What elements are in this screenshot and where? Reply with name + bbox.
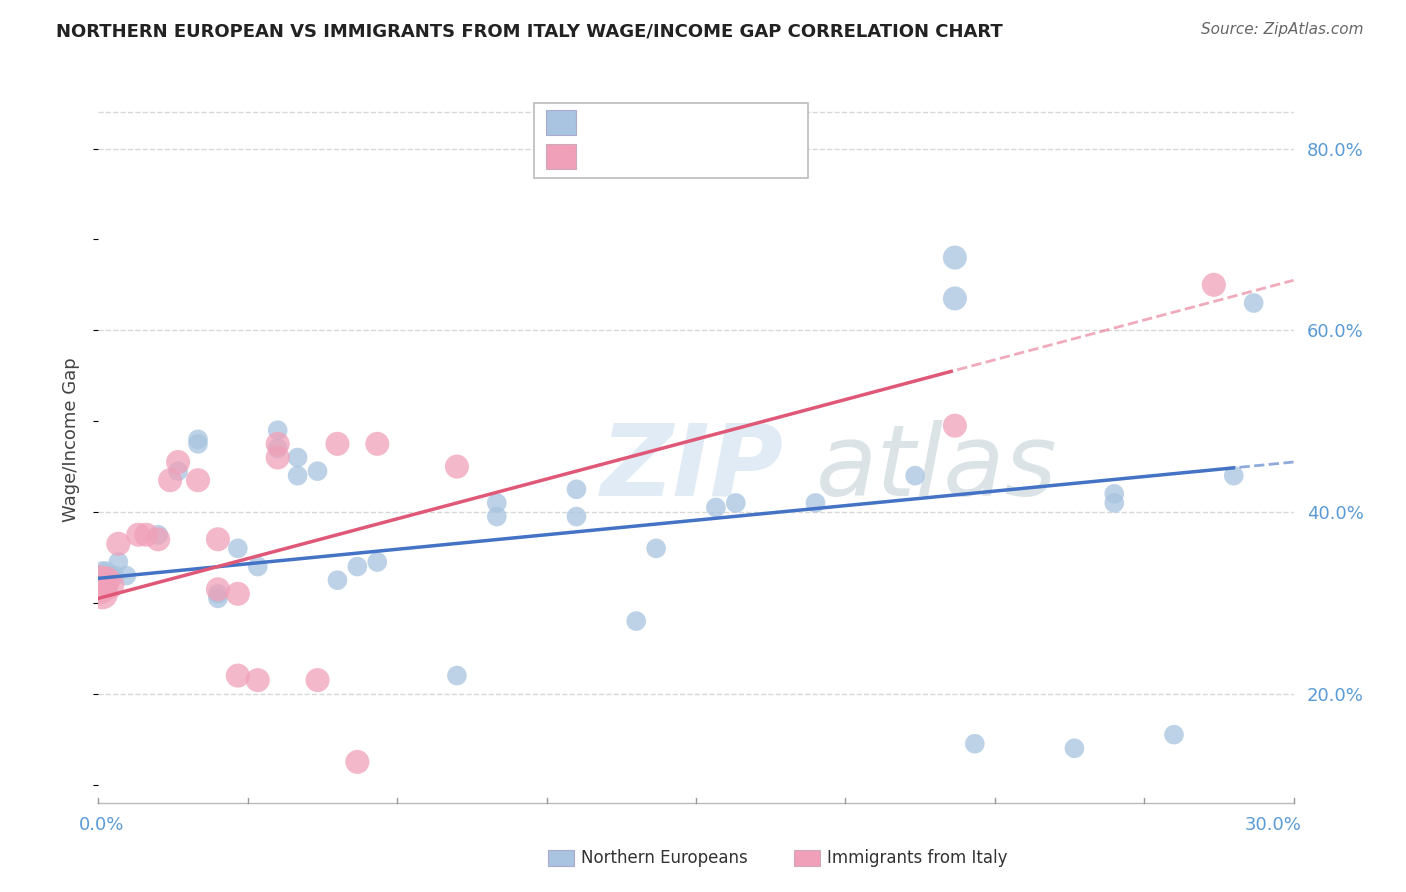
Point [226,541,249,556]
Point [485,496,508,510]
Point [446,668,468,682]
Point [246,673,269,687]
Point [148,527,170,541]
Point [1223,468,1246,483]
Point [565,509,588,524]
Point [207,587,229,601]
Point [98,578,122,592]
Point [267,423,290,437]
Text: 0.0%: 0.0% [79,816,124,834]
Point [326,573,349,587]
Point [107,537,129,551]
Point [96,564,118,578]
Point [187,473,209,487]
Point [267,437,290,451]
Point [267,450,290,465]
Point [167,464,190,478]
Text: R = 0.234: R = 0.234 [582,112,681,132]
Point [187,433,209,447]
Point [107,555,129,569]
Point [1063,741,1085,756]
Text: N = 35: N = 35 [703,112,772,132]
Point [167,455,190,469]
Y-axis label: Wage/Income Gap: Wage/Income Gap [62,357,80,522]
Point [207,533,229,547]
Text: N = 19: N = 19 [703,146,772,166]
Point [963,737,986,751]
Point [96,573,118,587]
Point [207,591,229,606]
Point [943,292,966,306]
Point [326,437,349,451]
Point [226,668,249,682]
Text: ZIP: ZIP [600,420,783,516]
Point [91,587,114,601]
Point [287,450,309,465]
Point [91,564,114,578]
Text: R = 0.485: R = 0.485 [582,146,681,166]
Point [943,251,966,265]
Point [645,541,668,556]
Point [626,614,648,628]
Point [1202,277,1225,292]
Point [246,559,269,574]
Point [127,527,149,541]
Point [704,500,727,515]
Point [267,442,290,456]
Point [904,468,927,483]
Point [1163,728,1185,742]
Point [366,555,388,569]
Point [346,755,368,769]
Point [724,496,747,510]
Point [1104,487,1126,501]
Point [943,418,966,433]
Point [148,533,170,547]
Point [346,559,368,574]
Point [1243,296,1265,310]
Point [226,587,249,601]
Point [98,568,122,582]
Point [446,459,468,474]
Point [1104,496,1126,510]
Point [307,464,329,478]
Point [366,437,388,451]
Point [804,496,827,510]
Text: 30.0%: 30.0% [1244,816,1302,834]
Text: Source: ZipAtlas.com: Source: ZipAtlas.com [1201,22,1364,37]
Point [135,527,157,541]
Point [103,568,125,582]
Point [187,437,209,451]
Text: atlas: atlas [815,420,1057,516]
Point [485,509,508,524]
Point [307,673,329,687]
Point [159,473,181,487]
Point [115,568,138,582]
Text: NORTHERN EUROPEAN VS IMMIGRANTS FROM ITALY WAGE/INCOME GAP CORRELATION CHART: NORTHERN EUROPEAN VS IMMIGRANTS FROM ITA… [56,22,1002,40]
Point [207,582,229,597]
Point [287,468,309,483]
Text: Northern Europeans: Northern Europeans [581,849,748,867]
Point [565,483,588,497]
Text: Immigrants from Italy: Immigrants from Italy [827,849,1007,867]
Point [87,578,110,592]
